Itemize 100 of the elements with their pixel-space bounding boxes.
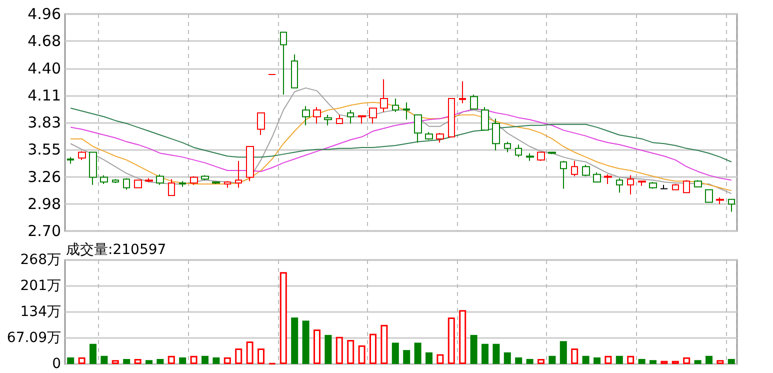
candlestick — [313, 106, 321, 124]
candlestick — [324, 114, 332, 126]
bar — [258, 348, 264, 364]
bar — [616, 356, 623, 364]
candlestick — [459, 80, 466, 104]
line-series — [70, 87, 732, 194]
bar — [526, 358, 534, 364]
bar — [560, 341, 567, 364]
candlestick — [347, 110, 354, 124]
bar — [638, 358, 646, 364]
candlestick — [246, 146, 254, 182]
bar — [112, 360, 119, 364]
y-tick-label: 2.98 — [28, 194, 61, 213]
bar — [380, 324, 388, 364]
bar — [504, 352, 511, 364]
bar — [604, 356, 612, 364]
candlestick — [414, 114, 422, 144]
y-tick-label: 2.70 — [28, 222, 61, 240]
candlestick — [123, 178, 130, 190]
candlestick — [492, 118, 500, 151]
bar — [515, 357, 522, 364]
bar — [538, 358, 544, 364]
candlestick — [436, 132, 444, 144]
bar — [627, 356, 634, 364]
line-series — [70, 108, 732, 181]
candlestick — [380, 78, 388, 112]
bar — [482, 344, 488, 364]
bar — [571, 348, 578, 364]
candlestick — [694, 180, 702, 188]
bar — [156, 358, 164, 364]
candlestick — [145, 178, 153, 183]
candlestick — [302, 106, 310, 126]
candlestick — [470, 94, 478, 110]
bar — [694, 360, 702, 364]
candlestick — [403, 102, 410, 120]
bar — [706, 356, 712, 364]
bar — [280, 272, 287, 364]
bar — [67, 357, 74, 364]
bar — [90, 344, 96, 364]
candlestick — [369, 108, 377, 124]
candlestick — [235, 160, 242, 188]
candlestick — [134, 180, 142, 188]
candlestick — [67, 156, 74, 164]
candlestick — [504, 141, 511, 153]
candlestick — [425, 132, 433, 140]
candlestick — [705, 189, 713, 203]
candlestick — [156, 174, 164, 186]
candlestick — [627, 174, 634, 196]
y-tick-label: 134万 — [20, 304, 61, 320]
bar — [414, 342, 422, 364]
bar — [190, 356, 198, 364]
chart-title: 成交量:210597 — [66, 242, 166, 258]
candlestick — [582, 164, 590, 177]
candlestick — [280, 32, 287, 96]
candlestick — [336, 114, 343, 124]
line-series — [70, 108, 732, 162]
bar — [302, 320, 310, 364]
candlestick — [291, 54, 298, 88]
candlestick — [89, 152, 97, 186]
candlestick — [526, 152, 534, 162]
candlestick — [638, 180, 646, 186]
bar — [358, 345, 366, 364]
bar — [728, 358, 735, 364]
bar — [370, 334, 376, 364]
candlestick — [78, 150, 86, 160]
candlestick — [616, 178, 623, 194]
bar — [202, 356, 208, 364]
candlestick — [515, 144, 522, 158]
bar — [224, 357, 231, 364]
bar — [459, 310, 466, 364]
candlestick — [560, 160, 567, 190]
bar — [212, 357, 220, 364]
bar — [403, 350, 410, 364]
candlestick — [593, 172, 601, 183]
candlestick — [649, 182, 657, 190]
candlestick — [683, 180, 690, 194]
candlestick — [112, 178, 119, 184]
bar — [582, 356, 590, 364]
bar — [179, 357, 186, 364]
candlestick — [212, 182, 220, 184]
candlestick — [537, 152, 545, 162]
y-tick-label: 268万 — [20, 252, 61, 268]
candlestick — [481, 106, 489, 131]
candlestick — [604, 174, 612, 184]
candlestick — [224, 180, 231, 188]
y-tick-label: 4.96 — [28, 5, 61, 23]
bar — [314, 330, 320, 364]
bar — [426, 352, 432, 364]
bar — [134, 358, 142, 364]
bar — [324, 334, 332, 364]
bar — [246, 342, 254, 364]
y-tick-label: 4.11 — [28, 86, 61, 104]
candlestick — [179, 180, 186, 188]
bar — [291, 317, 298, 364]
bar — [392, 342, 399, 364]
y-tick-label: 3.26 — [28, 168, 61, 186]
candlestick — [392, 98, 399, 112]
candlestick — [716, 196, 724, 205]
line-series — [70, 102, 732, 192]
bar — [168, 356, 175, 364]
